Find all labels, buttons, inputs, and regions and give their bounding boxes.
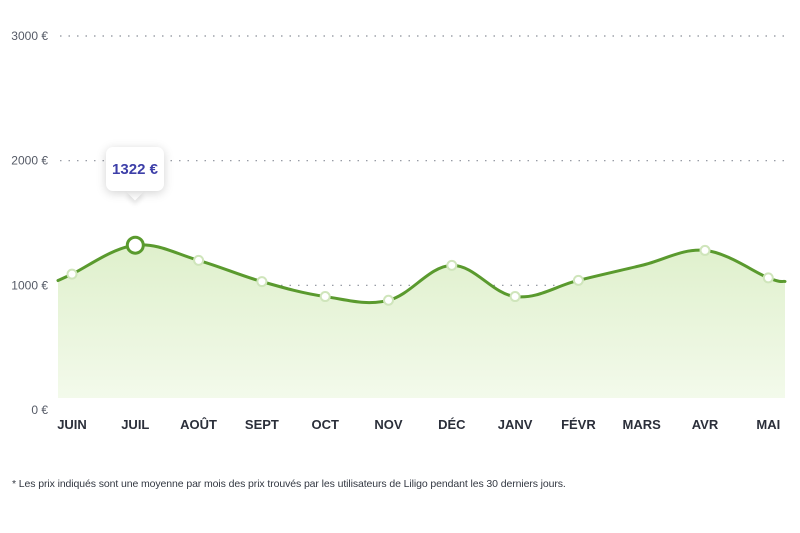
data-point[interactable] (446, 259, 458, 271)
x-tick-label: JUIL (121, 417, 149, 432)
x-tick-label: MARS (623, 417, 662, 432)
x-tick-label: NOV (374, 417, 403, 432)
data-point[interactable] (699, 244, 711, 256)
x-axis-ticks: JUIN JUIL AOÛT SEPT OCT NOV DÉC JANV FÉVR MARS AVR… (57, 417, 780, 432)
data-point[interactable] (193, 254, 205, 266)
data-point[interactable] (572, 274, 584, 286)
footnote: * Les prix indiqués sont une moyenne par… (12, 478, 566, 490)
y-tick-label: 1000 € (11, 278, 48, 292)
y-axis-ticks: 0 € 1000 € 2000 € 3000 € (11, 29, 48, 417)
data-point[interactable] (66, 268, 78, 280)
y-tick-label: 2000 € (11, 154, 48, 168)
data-points (66, 235, 774, 306)
x-tick-label: JANV (498, 417, 533, 432)
x-tick-label: OCT (311, 417, 339, 432)
y-tick-label: 0 € (31, 403, 48, 417)
data-point[interactable] (256, 276, 268, 288)
data-point[interactable] (762, 272, 774, 284)
y-tick-label: 3000 € (11, 29, 48, 43)
x-tick-label: FÉVR (561, 417, 596, 432)
gridlines (60, 35, 785, 286)
x-tick-label: MAI (756, 417, 780, 432)
x-tick-label: AVR (692, 417, 719, 432)
x-tick-label: AOÛT (180, 417, 217, 432)
x-tick-label: JUIN (57, 417, 87, 432)
highlight-point[interactable] (125, 235, 145, 255)
price-chart: 0 € 1000 € 2000 € 3000 € JUIN JUIL AOÛT SEPT OC… (11, 29, 787, 432)
area-layer (56, 243, 787, 398)
data-point[interactable] (383, 294, 394, 306)
x-tick-label: SEPT (245, 417, 279, 432)
highlight-tooltip: 1322 € (106, 147, 164, 191)
area-fill (58, 244, 785, 398)
x-tick-label: DÉC (438, 417, 466, 432)
data-point[interactable] (509, 291, 521, 303)
data-point[interactable] (319, 291, 331, 303)
series-line (56, 243, 787, 305)
